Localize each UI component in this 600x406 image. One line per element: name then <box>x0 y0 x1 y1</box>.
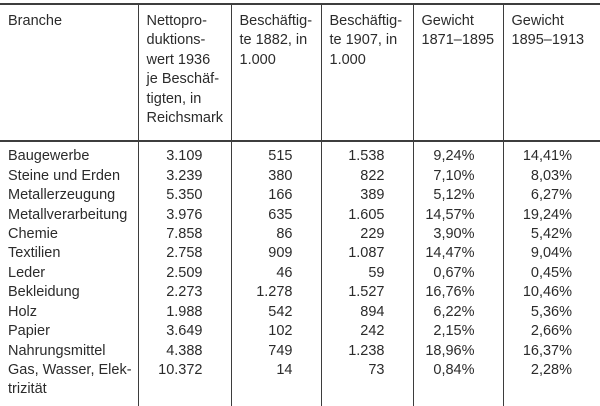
cell-nettoproduktionswert: 3.239 <box>137 166 231 187</box>
cell-branche: Papier <box>8 323 50 340</box>
cell-gewicht-1871-1895: 16,76% <box>412 283 503 303</box>
cell-gewicht-1871-1895: 5,12% <box>412 186 503 206</box>
cell-gewicht-1871-1895: 9,24% <box>412 141 503 167</box>
cell-nettoproduktionswert: 10.372 <box>137 360 231 406</box>
cell-gewicht-1895-1913: 0,45% <box>502 263 600 284</box>
cell-beschaeftigte-1882: 909 <box>230 244 321 264</box>
cell-gewicht-1871-1895: 6,22% <box>412 302 503 323</box>
cell-branche: Bekleidung <box>8 284 80 301</box>
cell-beschaeftigte-1882: 86 <box>230 225 321 245</box>
cell-beschaeftigte-1882: 380 <box>230 166 321 187</box>
cell-branche: Metallverarbeitung <box>8 206 128 223</box>
cell-branche: Leder <box>8 264 46 281</box>
cell-beschaeftigte-1907: 242 <box>320 322 413 342</box>
cell-beschaeftigte-1907: 389 <box>320 186 413 206</box>
cell-beschaeftigte-1907: 1.605 <box>320 205 413 226</box>
cell-beschaeftigte-1882: 102 <box>230 322 321 342</box>
cell-gewicht-1871-1895: 7,10% <box>412 166 503 187</box>
table-row: Gas, Wasser, Elek- trizität 10.372 14 73… <box>0 360 600 406</box>
cell-gewicht-1871-1895: 3,90% <box>412 225 503 245</box>
col-header-gewicht-1895-1913: Gewicht 1895–1913 <box>502 4 600 143</box>
table-row: Metallerzeugung 5.350 166 389 5,12% 6,27… <box>0 186 600 206</box>
header-row: Branche Nettopro- duktions- wert 1936 je… <box>0 4 600 143</box>
cell-beschaeftigte-1882: 14 <box>230 360 321 406</box>
cell-beschaeftigte-1882: 542 <box>230 302 321 323</box>
table-row: Papier 3.649 102 242 2,15% 2,66% <box>0 322 600 342</box>
cell-beschaeftigte-1882: 166 <box>230 186 321 206</box>
table-row: Leder 2.509 46 59 0,67% 0,45% <box>0 263 600 284</box>
cell-beschaeftigte-1907: 822 <box>320 166 413 187</box>
cell-beschaeftigte-1907: 1.527 <box>320 283 413 303</box>
cell-beschaeftigte-1882: 515 <box>230 141 321 167</box>
cell-beschaeftigte-1882: 635 <box>230 205 321 226</box>
cell-beschaeftigte-1882: 749 <box>230 341 321 361</box>
cell-gewicht-1895-1913: 16,37% <box>502 341 600 361</box>
table-row: Baugewerbe 3.109 515 1.538 9,24% 14,41% <box>0 141 600 167</box>
cell-nettoproduktionswert: 7.858 <box>137 225 231 245</box>
cell-gewicht-1871-1895: 14,47% <box>412 244 503 264</box>
cell-branche: Holz <box>8 303 38 320</box>
cell-nettoproduktionswert: 3.649 <box>137 322 231 342</box>
cell-gewicht-1895-1913: 14,41% <box>502 141 600 167</box>
cell-gewicht-1895-1913: 5,36% <box>502 302 600 323</box>
cell-gewicht-1871-1895: 14,57% <box>412 205 503 226</box>
cell-branche: Metallerzeugung <box>8 187 116 204</box>
cell-nettoproduktionswert: 2.273 <box>137 283 231 303</box>
table-row: Textilien 2.758 909 1.087 14,47% 9,04% <box>0 244 600 264</box>
table-row: Nahrungsmittel 4.388 749 1.238 18,96% 16… <box>0 341 600 361</box>
cell-gewicht-1871-1895: 2,15% <box>412 322 503 342</box>
table-body: Baugewerbe 3.109 515 1.538 9,24% 14,41% … <box>0 141 600 406</box>
col-header-beschaeftigte-1907: Beschäftig- te 1907, in 1.000 <box>320 4 413 143</box>
table-row: Chemie 7.858 86 229 3,90% 5,42% <box>0 225 600 245</box>
table-row: Holz 1.988 542 894 6,22% 5,36% <box>0 302 600 323</box>
table-row: Steine und Erden 3.239 380 822 7,10% 8,0… <box>0 166 600 187</box>
cell-beschaeftigte-1907: 229 <box>320 225 413 245</box>
cell-beschaeftigte-1907: 1.538 <box>320 141 413 167</box>
cell-gewicht-1871-1895: 18,96% <box>412 341 503 361</box>
cell-beschaeftigte-1907: 59 <box>320 263 413 284</box>
cell-branche: Textilien <box>8 245 61 262</box>
col-header-nettoproduktionswert: Nettopro- duktions- wert 1936 je Beschäf… <box>137 4 231 143</box>
cell-branche: Chemie <box>8 226 58 243</box>
cell-nettoproduktionswert: 3.109 <box>137 141 231 167</box>
cell-nettoproduktionswert: 2.758 <box>137 244 231 264</box>
table-header: Branche Nettopro- duktions- wert 1936 je… <box>0 4 600 143</box>
cell-branche: Gas, Wasser, Elek- trizität <box>8 361 132 398</box>
cell-beschaeftigte-1882: 1.278 <box>230 283 321 303</box>
cell-gewicht-1871-1895: 0,84% <box>412 360 503 406</box>
cell-gewicht-1895-1913: 6,27% <box>502 186 600 206</box>
col-header-beschaeftigte-1882: Beschäftig- te 1882, in 1.000 <box>230 4 321 143</box>
cell-beschaeftigte-1907: 73 <box>320 360 413 406</box>
cell-gewicht-1895-1913: 5,42% <box>502 225 600 245</box>
cell-nettoproduktionswert: 3.976 <box>137 205 231 226</box>
cell-gewicht-1895-1913: 19,24% <box>502 205 600 226</box>
cell-beschaeftigte-1907: 1.087 <box>320 244 413 264</box>
cell-beschaeftigte-1907: 1.238 <box>320 341 413 361</box>
cell-gewicht-1895-1913: 9,04% <box>502 244 600 264</box>
cell-beschaeftigte-1882: 46 <box>230 263 321 284</box>
cell-branche: Baugewerbe <box>8 148 90 165</box>
cell-nettoproduktionswert: 2.509 <box>137 263 231 284</box>
cell-gewicht-1871-1895: 0,67% <box>412 263 503 284</box>
col-header-branche: Branche <box>0 4 138 143</box>
cell-branche: Nahrungsmittel <box>8 342 106 359</box>
cell-gewicht-1895-1913: 2,66% <box>502 322 600 342</box>
cell-gewicht-1895-1913: 8,03% <box>502 166 600 187</box>
table-row: Bekleidung 2.273 1.278 1.527 16,76% 10,4… <box>0 283 600 303</box>
cell-nettoproduktionswert: 1.988 <box>137 302 231 323</box>
cell-nettoproduktionswert: 5.350 <box>137 186 231 206</box>
table-row: Metallverarbeitung 3.976 635 1.605 14,57… <box>0 205 600 226</box>
industry-statistics-table: Branche Nettopro- duktions- wert 1936 je… <box>0 3 600 406</box>
cell-gewicht-1895-1913: 2,28% <box>502 360 600 406</box>
cell-nettoproduktionswert: 4.388 <box>137 341 231 361</box>
cell-beschaeftigte-1907: 894 <box>320 302 413 323</box>
cell-gewicht-1895-1913: 10,46% <box>502 283 600 303</box>
cell-branche: Steine und Erden <box>8 167 121 184</box>
col-header-gewicht-1871-1895: Gewicht 1871–1895 <box>412 4 503 143</box>
